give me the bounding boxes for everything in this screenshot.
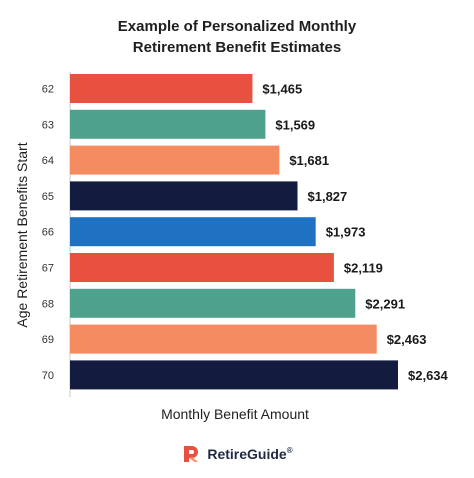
y-tick-label: 64 [42,155,54,167]
bar-age-70 [70,360,398,390]
y-tick-label: 69 [42,334,54,346]
bar-age-62 [70,74,253,103]
bar-age-67 [70,253,334,282]
bar-age-64 [70,145,280,175]
chart-title-line-1: Example of Personalized Monthly [117,18,357,35]
y-tick-label: 62 [42,84,54,96]
bar-age-68 [70,288,356,318]
y-tick-label: 68 [42,298,54,310]
data-label: $2,291 [365,296,405,311]
bars-group: 62 $1,465 63 $1,569 64 $1,681 65 $1,827 66 $1,973… [42,74,449,390]
data-label: $2,463 [387,332,427,347]
bar-age-66 [70,217,316,247]
bar-age-63 [70,109,266,139]
y-tick-label: 67 [42,263,54,275]
brand-logo: RetireGuide® [0,444,474,464]
y-tick-label: 70 [42,370,54,382]
data-label: $2,634 [408,368,449,383]
bar-age-65 [70,181,298,211]
data-label: $1,973 [326,225,366,240]
data-label: $1,465 [262,82,302,97]
data-label: $2,119 [344,261,383,276]
data-label: $1,681 [289,153,329,168]
y-tick-label: 65 [42,191,54,203]
data-label: $1,827 [308,189,348,204]
y-tick-label: 63 [42,119,54,131]
y-axis-label-text: Age Retirement Benefits Start [14,142,30,328]
y-tick-label: 66 [42,227,54,239]
bar-chart: 62 $1,465 63 $1,569 64 $1,681 65 $1,827 66 $1,973… [42,72,449,397]
data-label: $1,569 [275,117,315,132]
chart-title: Example of Personalized Monthly Retireme… [0,16,474,58]
x-axis-label: Monthly Benefit Amount [161,406,309,422]
chart-title-line-2: Retirement Benefit Estimates [132,39,342,56]
retireguide-logo-icon [184,446,199,462]
bar-age-69 [70,324,377,354]
brand-name: RetireGuide® [207,446,293,462]
